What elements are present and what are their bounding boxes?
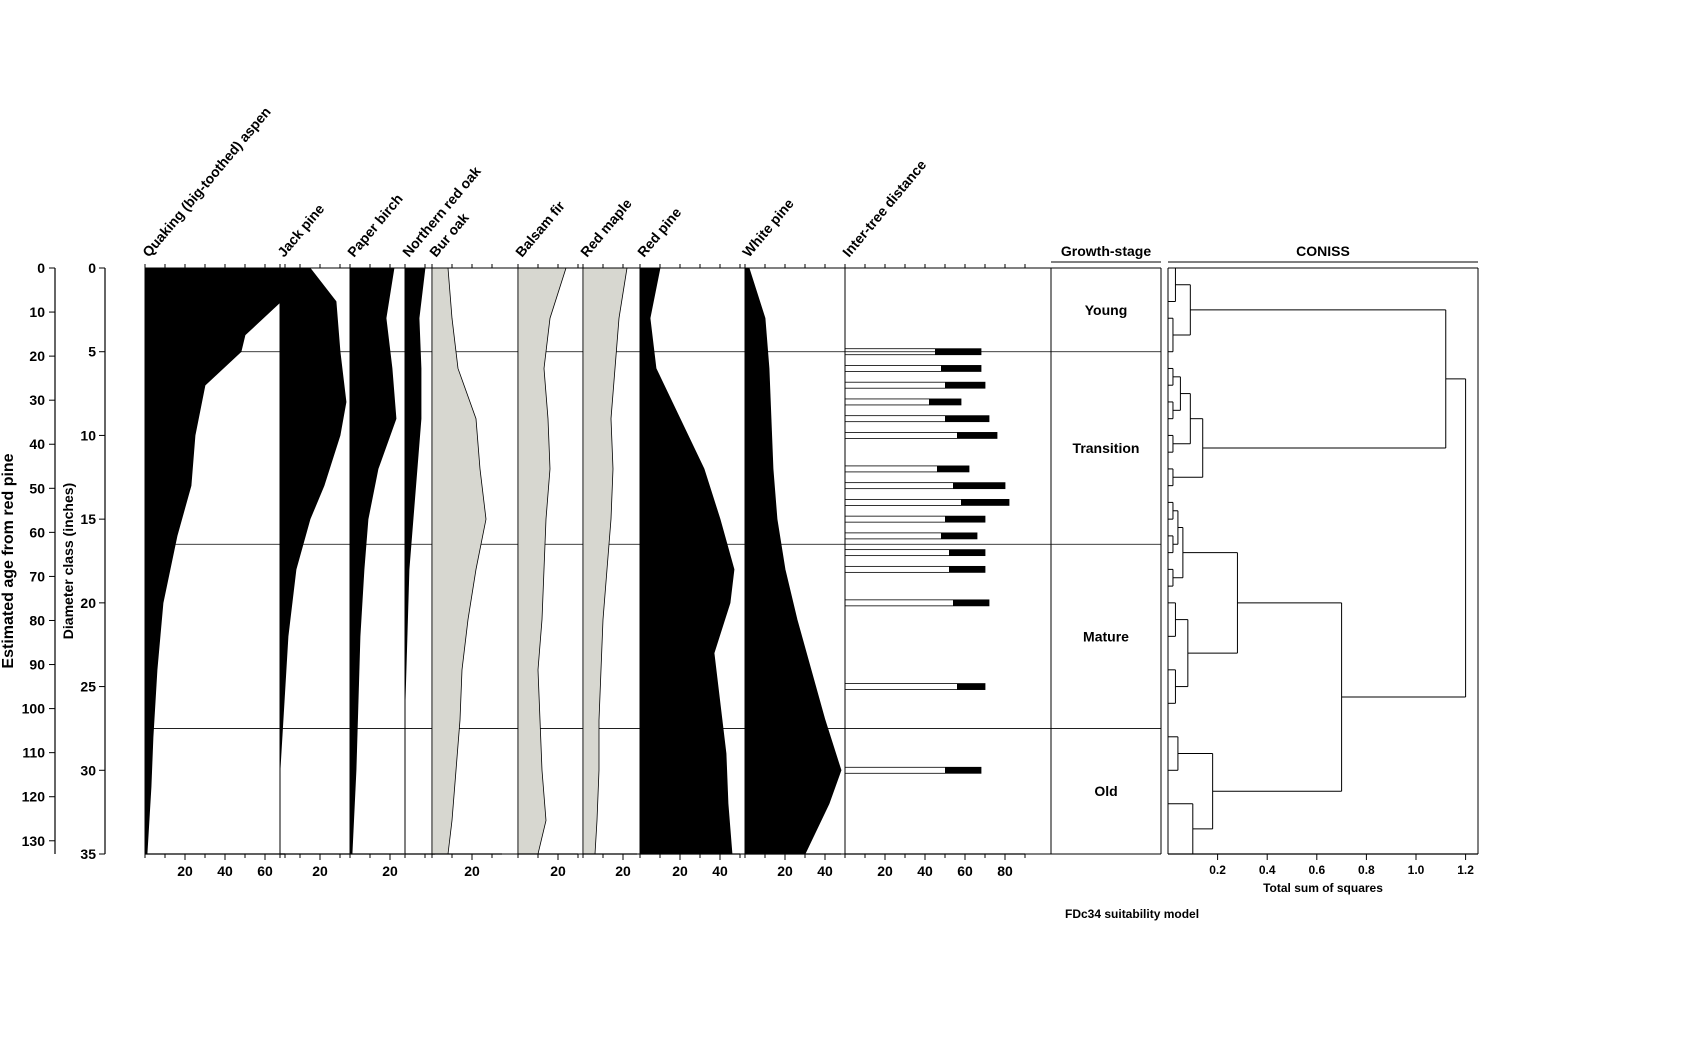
x-tick: 20 (382, 863, 398, 879)
dia-tick: 30 (80, 762, 96, 778)
x-tick: 20 (177, 863, 193, 879)
coniss-tick: 1.2 (1457, 863, 1474, 877)
age-tick: 90 (29, 657, 45, 673)
x-tick: 20 (464, 863, 480, 879)
age-tick: 40 (29, 436, 45, 452)
x-tick: 20 (777, 863, 793, 879)
panel-header: CONISS (1296, 243, 1350, 259)
age-tick: 60 (29, 524, 45, 540)
age-tick: 110 (22, 745, 45, 761)
growth-stage-label: Transition (1073, 440, 1140, 456)
age-tick: 10 (29, 304, 45, 320)
growth-stage-label: Old (1094, 783, 1117, 799)
footer-text: FDc34 suitability model (1065, 907, 1199, 921)
age-tick: 130 (22, 833, 46, 849)
x-tick: 80 (997, 863, 1013, 879)
x-tick: 60 (257, 863, 273, 879)
x-tick: 20 (615, 863, 631, 879)
dia-tick: 0 (88, 260, 96, 276)
age-tick: 0 (37, 260, 45, 276)
coniss-tick: 0.6 (1308, 863, 1325, 877)
age-tick: 70 (29, 568, 45, 584)
panel-header: Growth-stage (1061, 243, 1151, 259)
age-tick: 80 (29, 612, 45, 628)
coniss-tick: 0.4 (1259, 863, 1276, 877)
dia-tick: 15 (80, 511, 96, 527)
coniss-tick: 0.8 (1358, 863, 1375, 877)
age-tick: 20 (29, 348, 45, 364)
x-tick: 20 (550, 863, 566, 879)
coniss-axis-label: Total sum of squares (1263, 881, 1383, 895)
coniss-tick: 0.2 (1209, 863, 1226, 877)
stratigraphic-diagram: 0102030405060708090100110120130Estimated… (0, 0, 1681, 1051)
growth-stage-label: Young (1085, 302, 1128, 318)
age-tick: 30 (29, 392, 45, 408)
x-tick: 20 (312, 863, 328, 879)
x-tick: 60 (957, 863, 973, 879)
x-tick: 40 (917, 863, 933, 879)
dia-tick: 25 (80, 679, 96, 695)
y-axis-age-title: Estimated age from red pine (0, 453, 17, 668)
coniss-tick: 1.0 (1408, 863, 1425, 877)
x-tick: 20 (877, 863, 893, 879)
x-tick: 40 (712, 863, 728, 879)
y-axis-dia-title: Diameter class (inches) (60, 483, 76, 639)
age-tick: 100 (22, 701, 46, 717)
x-tick: 40 (817, 863, 833, 879)
dia-tick: 35 (80, 846, 96, 862)
dia-tick: 5 (88, 344, 96, 360)
dia-tick: 10 (80, 427, 96, 443)
age-tick: 50 (29, 480, 45, 496)
x-tick: 40 (217, 863, 233, 879)
age-tick: 120 (22, 789, 46, 805)
x-tick: 20 (672, 863, 688, 879)
dia-tick: 20 (80, 595, 96, 611)
growth-stage-label: Mature (1083, 628, 1129, 644)
